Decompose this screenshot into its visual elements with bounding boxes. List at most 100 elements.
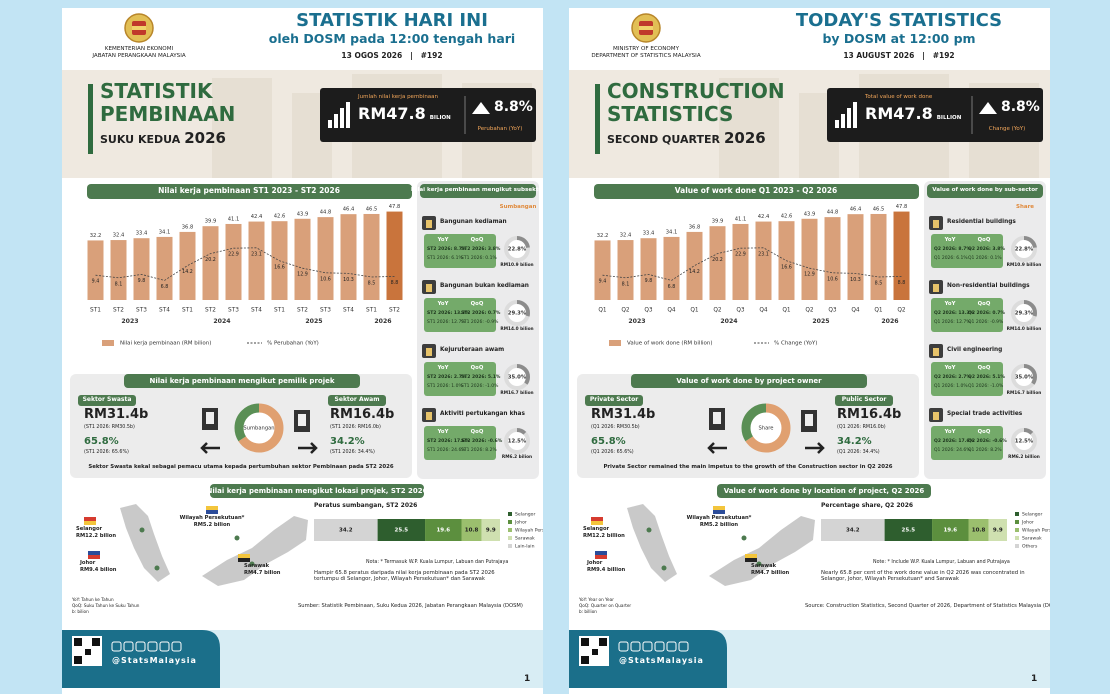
location-summary: Nearly 65.8 per cent of the work done va… bbox=[821, 570, 1025, 583]
bar bbox=[156, 236, 173, 300]
legend-swatch bbox=[508, 536, 512, 540]
sector-name: Public Sector bbox=[841, 395, 887, 403]
bar-value-label: 34.1 bbox=[159, 229, 171, 235]
legend-label: Selangor bbox=[1022, 512, 1042, 518]
share-label: 22.8% bbox=[1015, 247, 1034, 253]
abbreviation: QoQ: Quarter on Quarter bbox=[579, 603, 632, 608]
share-header: Share bbox=[1015, 204, 1035, 210]
sector-previous: (Q1 2026: RM30.5b) bbox=[591, 425, 640, 430]
qoq-current: Q2 2026: 3.8% bbox=[968, 247, 1005, 252]
x-tick-label: ST3 bbox=[136, 308, 147, 314]
source-note: Sumber: Statistik Pembinaan, Suku Kedua … bbox=[298, 603, 523, 609]
legend-label: Wilayah Persekutuan* bbox=[1022, 528, 1050, 534]
release-date: 13 OGOS 2026 | #192 bbox=[341, 51, 443, 60]
qr-finder bbox=[92, 638, 100, 646]
bar-value-label: 32.4 bbox=[113, 233, 125, 239]
x-tick-label: Q4 bbox=[759, 308, 768, 314]
x-tick-label: Q1 bbox=[874, 308, 883, 314]
qoq-previous: ST1 2026: -0.9% bbox=[461, 320, 499, 325]
map-pin bbox=[756, 561, 762, 567]
growth-header: QoQ bbox=[977, 429, 991, 435]
social-icon bbox=[159, 641, 170, 652]
map-pin bbox=[646, 527, 652, 533]
growth-box bbox=[424, 426, 496, 460]
legend-label: Johor bbox=[1021, 520, 1034, 526]
bar-value-label: 42.6 bbox=[781, 214, 793, 220]
segment-label: 34.2 bbox=[846, 528, 860, 534]
sector-label-bg bbox=[835, 395, 893, 406]
growth-box bbox=[424, 234, 496, 268]
social-icon bbox=[630, 641, 641, 652]
bar bbox=[594, 240, 611, 300]
state-name: Johor bbox=[80, 560, 96, 566]
page-title: STATISTIK HARI INI bbox=[296, 10, 488, 31]
sector-share: 34.2% bbox=[837, 436, 872, 447]
growth-header: YoY bbox=[437, 301, 449, 307]
sector-name: Sektor Swasta bbox=[82, 395, 132, 403]
location-note: Note: * Include W.P. Kuala Lumpur, Labua… bbox=[873, 560, 1010, 565]
share-segment bbox=[425, 519, 462, 541]
yoy-current: ST2 2026: 13.3% bbox=[427, 311, 470, 316]
yoy-label: 22.9 bbox=[735, 252, 746, 258]
share-arc bbox=[1011, 236, 1037, 262]
qoq-previous: ST1 2026: 0.1% bbox=[461, 256, 497, 261]
share-segment bbox=[314, 519, 378, 541]
map-borneo bbox=[709, 516, 815, 586]
sector-previous-share: (Q1 2026: 65.6%) bbox=[591, 450, 634, 455]
legend-swatch bbox=[1015, 544, 1019, 548]
bar bbox=[87, 240, 104, 300]
sector-share: 65.8% bbox=[591, 436, 626, 447]
state-name: Sarawak bbox=[751, 563, 777, 569]
sector-value: RM31.4b bbox=[84, 407, 149, 422]
yoy-label: 9.8 bbox=[645, 278, 653, 284]
qoq-current: ST2 2026: 3.8% bbox=[461, 247, 501, 252]
yoy-current: ST2 2026: 8.7% bbox=[427, 247, 467, 252]
section-header-bg bbox=[124, 374, 360, 388]
growth-box bbox=[931, 298, 1003, 332]
bar bbox=[709, 226, 726, 300]
x-tick-label: ST4 bbox=[251, 308, 262, 314]
growth-header: QoQ bbox=[470, 429, 484, 435]
department-name: DEPARTMENT OF STATISTICS MALAYSIA bbox=[591, 53, 701, 59]
growth-header: YoY bbox=[437, 429, 449, 435]
growth-box bbox=[931, 234, 1003, 268]
state-flag-band bbox=[238, 558, 250, 562]
page-subtitle: oleh DOSM pada 12:00 tengah hari bbox=[268, 31, 516, 46]
yoy-label: 9.4 bbox=[599, 279, 607, 285]
share-arc bbox=[504, 364, 530, 390]
yoy-previous: Q1 2026: 1.0% bbox=[934, 384, 968, 389]
x-tick-label: ST3 bbox=[228, 308, 239, 314]
kpi-icon bbox=[847, 108, 851, 128]
x-tick-label: ST2 bbox=[297, 308, 308, 314]
qr-pattern bbox=[592, 649, 598, 655]
yoy-line bbox=[95, 247, 395, 281]
bar bbox=[294, 218, 311, 300]
sector-name: Sektor Awam bbox=[334, 395, 380, 403]
legend-swatch bbox=[1015, 536, 1019, 540]
qr-finder bbox=[74, 638, 82, 646]
growth-header: QoQ bbox=[470, 301, 484, 307]
share-arc bbox=[1011, 364, 1037, 390]
kpi-change-label: Change (YoY) bbox=[988, 126, 1026, 132]
sector-previous-share: (ST1 2026: 65.6%) bbox=[84, 450, 129, 455]
segment-label: 19.6 bbox=[436, 528, 450, 534]
sector-value: RM31.4b bbox=[591, 407, 656, 422]
abbreviation: b: bilion bbox=[72, 609, 89, 614]
x-tick-label: Q2 bbox=[713, 308, 722, 314]
hero-title: PEMBINAAN bbox=[100, 102, 236, 126]
growth-box bbox=[931, 362, 1003, 396]
kpi-value: RM47.8 BILLION bbox=[865, 104, 961, 123]
growth-header: YoY bbox=[437, 365, 449, 371]
legend-swatch bbox=[1015, 528, 1019, 532]
legend-label: Sarawak bbox=[515, 536, 535, 542]
bar-value-label: 32.2 bbox=[597, 233, 609, 239]
kpi-box bbox=[320, 88, 536, 142]
sector-previous: (ST1 2026: RM16.0b) bbox=[330, 425, 381, 430]
x-tick-label: ST2 bbox=[113, 308, 124, 314]
qoq-previous: Q1 2026: 8.2% bbox=[968, 448, 1002, 453]
year-label: 2024 bbox=[720, 318, 738, 325]
state-name: Sarawak bbox=[244, 563, 270, 569]
legend-swatch bbox=[508, 520, 512, 524]
yoy-current: ST2 2026: 2.7% bbox=[427, 375, 467, 380]
yoy-label: 8.5 bbox=[368, 281, 376, 287]
